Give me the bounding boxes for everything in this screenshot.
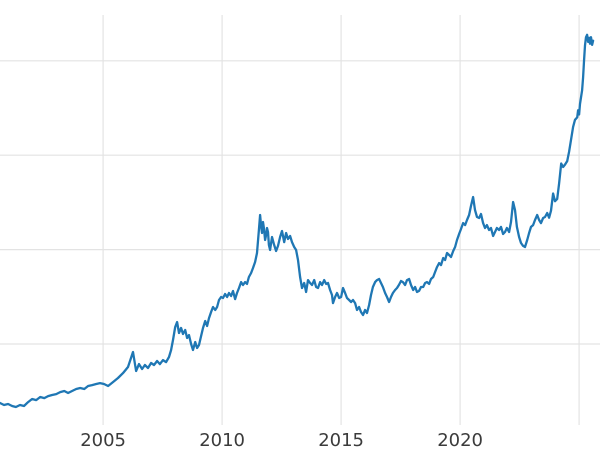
x-tick-label: 2015 [318, 430, 364, 450]
x-tick-label: 2005 [80, 430, 126, 450]
x-tick-label: 2020 [437, 430, 483, 450]
price-line-series [0, 33, 595, 409]
x-tick-label: 2010 [199, 430, 245, 450]
